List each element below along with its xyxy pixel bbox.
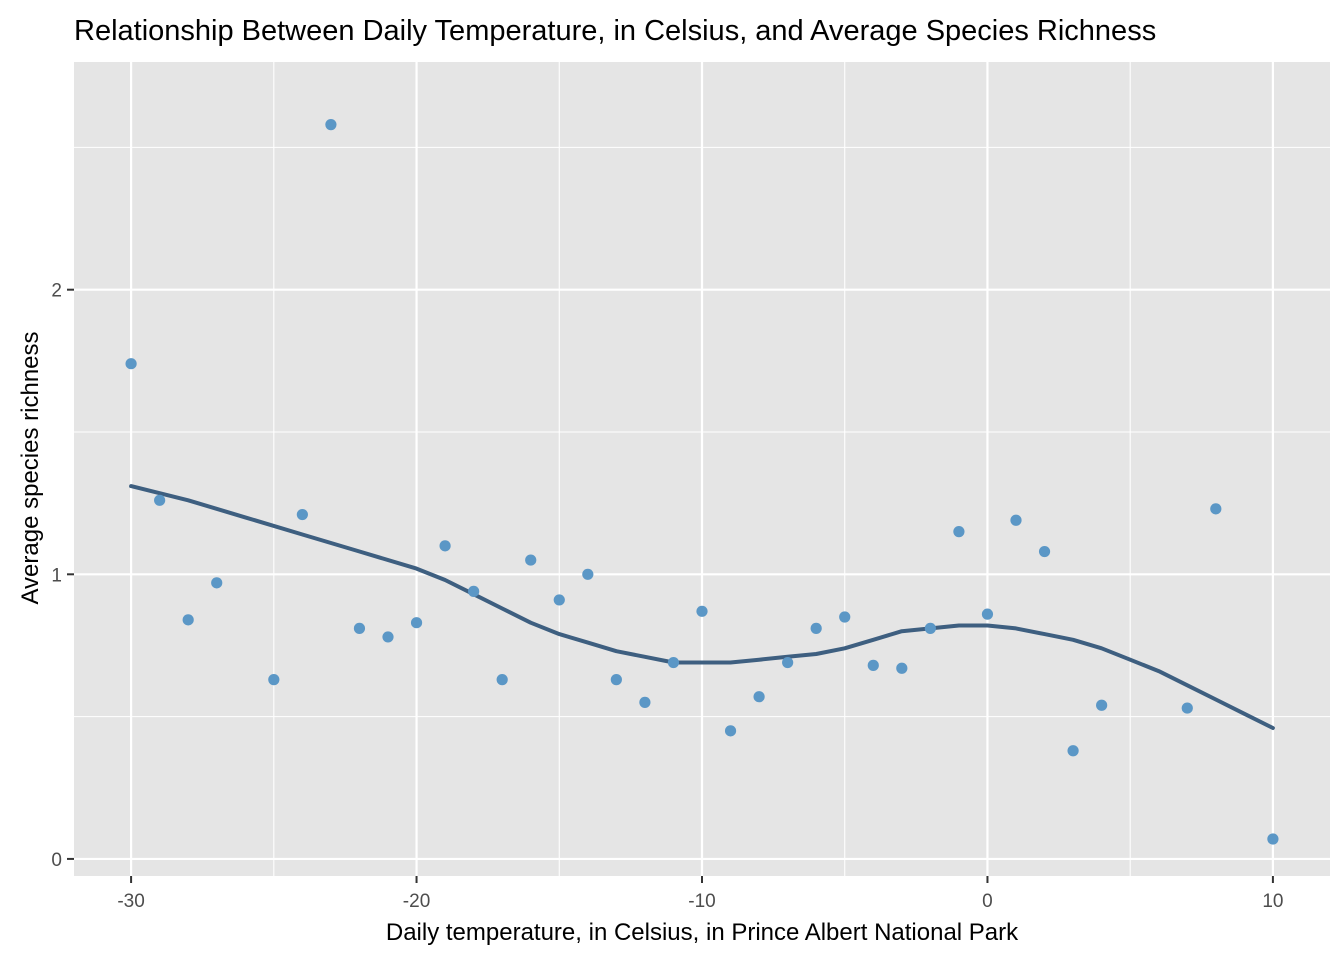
data-point bbox=[439, 540, 451, 552]
x-tick-label: -20 bbox=[403, 891, 430, 912]
data-point bbox=[667, 656, 680, 669]
data-point bbox=[525, 554, 537, 566]
data-point bbox=[496, 674, 508, 686]
smooth-line-layer bbox=[129, 484, 1275, 730]
data-point bbox=[610, 674, 622, 686]
data-point bbox=[1096, 699, 1108, 711]
data-point bbox=[410, 617, 423, 629]
data-point bbox=[1038, 545, 1051, 558]
y-tick-label: 0 bbox=[51, 850, 62, 871]
data-point bbox=[268, 674, 280, 686]
smooth-trend-line bbox=[129, 484, 1275, 730]
data-point bbox=[1210, 503, 1222, 515]
data-point bbox=[154, 494, 166, 506]
axes: -30 -20 -10 0 10 0 1 2 bbox=[51, 281, 1283, 912]
x-tick-label: -30 bbox=[117, 891, 144, 912]
data-point bbox=[1067, 745, 1079, 757]
data-point bbox=[696, 605, 708, 617]
data-point bbox=[182, 614, 194, 626]
data-point bbox=[639, 696, 651, 708]
y-tick-label: 2 bbox=[51, 281, 62, 302]
x-axis-title: Daily temperature, in Celsius, in Prince… bbox=[386, 919, 1019, 946]
data-point bbox=[896, 662, 908, 674]
data-point bbox=[325, 119, 337, 131]
data-point bbox=[553, 594, 565, 606]
data-point bbox=[1267, 833, 1279, 845]
data-point bbox=[753, 691, 765, 703]
x-tick-label: 0 bbox=[982, 891, 993, 912]
data-point bbox=[468, 585, 480, 597]
grid-lines bbox=[74, 62, 1330, 876]
data-point bbox=[1010, 514, 1022, 526]
data-point bbox=[810, 622, 822, 634]
data-point bbox=[353, 622, 366, 634]
data-point bbox=[296, 508, 308, 521]
data-point bbox=[839, 611, 851, 623]
data-point bbox=[1181, 702, 1193, 714]
x-tick-label: -10 bbox=[688, 891, 715, 912]
data-point bbox=[782, 656, 794, 669]
data-point bbox=[867, 659, 879, 671]
y-tick-label: 1 bbox=[51, 565, 62, 586]
chart-title: Relationship Between Daily Temperature, … bbox=[74, 15, 1156, 47]
x-tick-label: 10 bbox=[1262, 891, 1283, 912]
data-point bbox=[211, 577, 223, 589]
data-point bbox=[382, 631, 394, 643]
data-point bbox=[724, 725, 737, 737]
data-point bbox=[125, 358, 137, 370]
y-axis-title: Average species richness bbox=[17, 331, 44, 604]
data-point bbox=[953, 526, 965, 538]
data-point bbox=[981, 608, 994, 620]
data-point bbox=[924, 622, 936, 634]
data-point bbox=[582, 568, 594, 580]
points-layer bbox=[125, 119, 1279, 845]
